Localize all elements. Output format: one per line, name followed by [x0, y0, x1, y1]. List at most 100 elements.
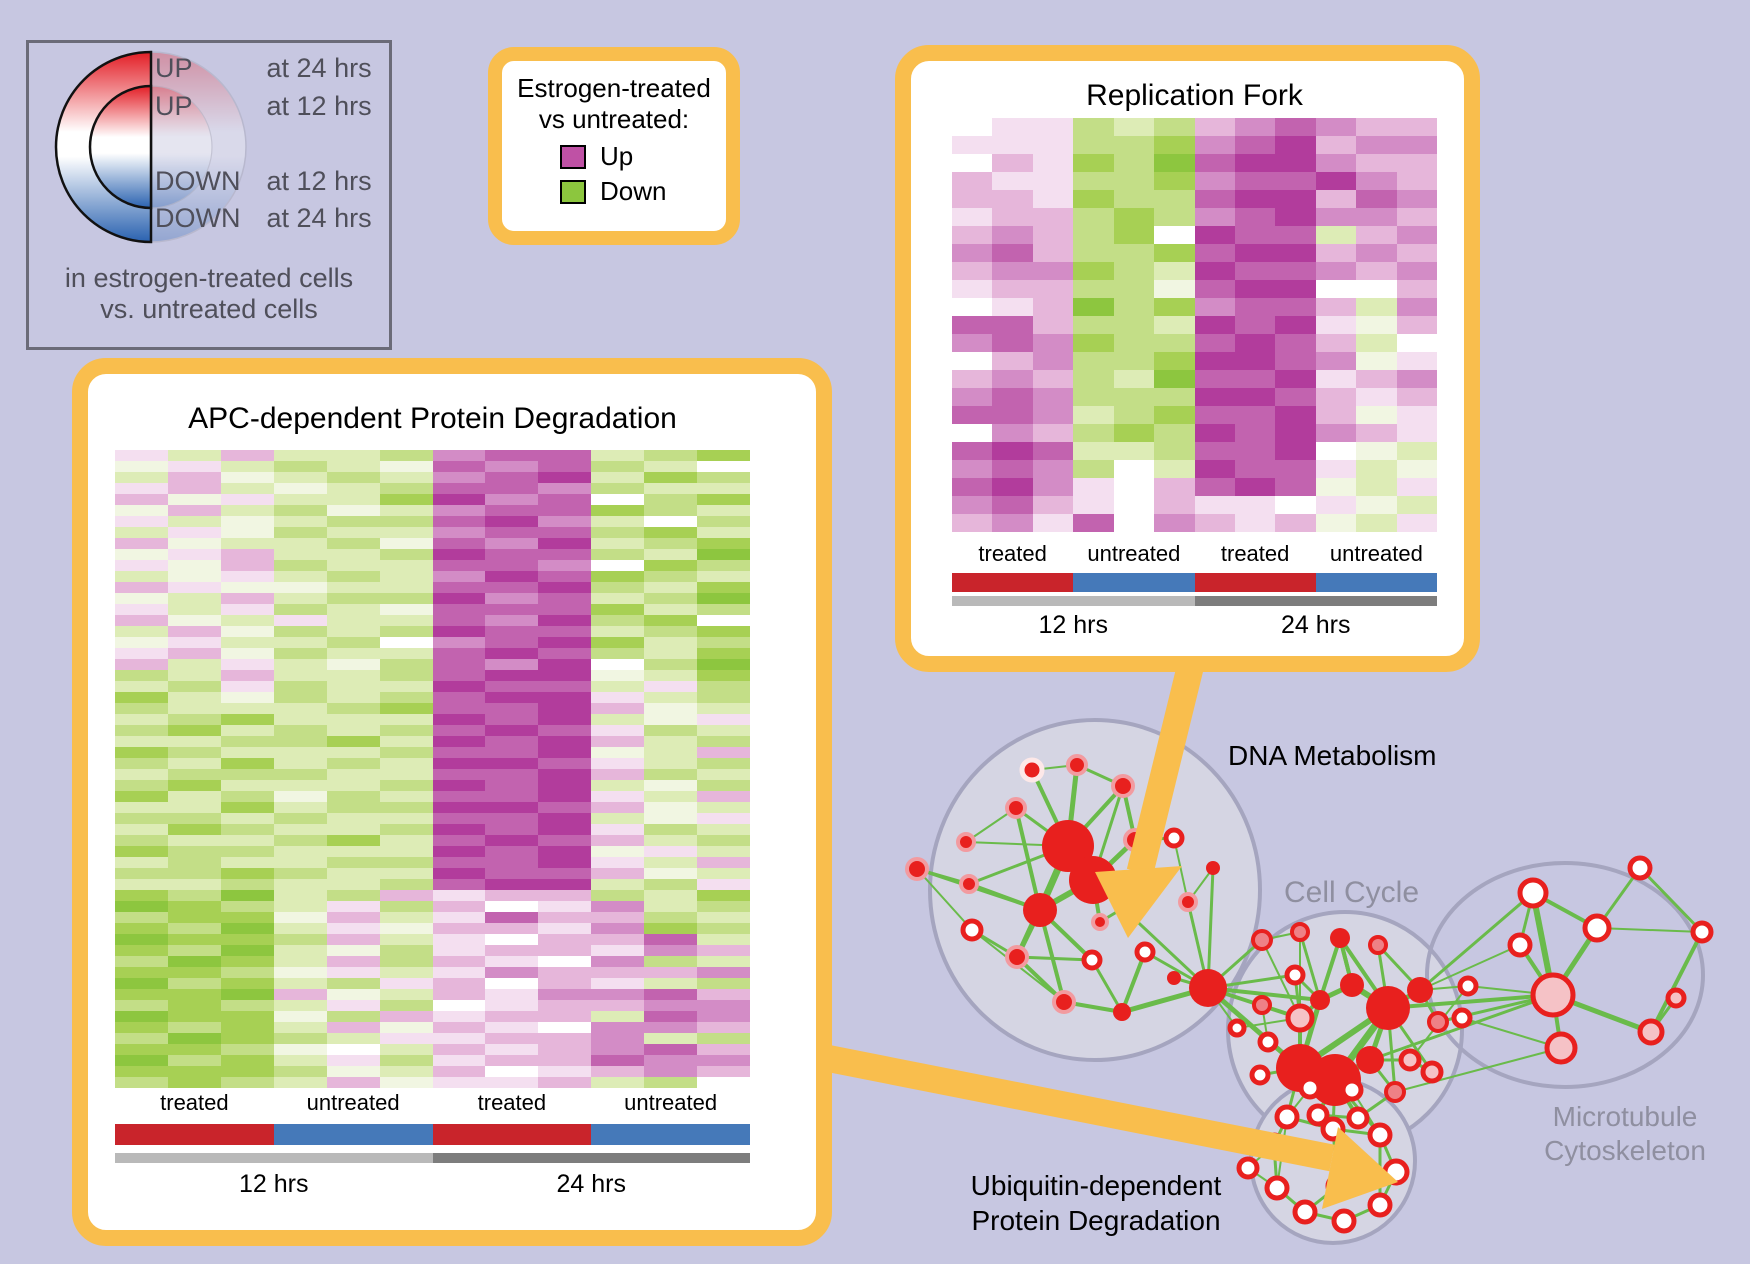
- heatmap-cell: [167, 494, 221, 505]
- heatmap-cell: [644, 956, 698, 967]
- heatmap-cell: [1315, 406, 1357, 424]
- heatmap-cell: [379, 527, 433, 538]
- heatmap-cell: [432, 879, 486, 890]
- heatmap-cell: [1113, 496, 1155, 514]
- heatmap-cell: [273, 747, 327, 758]
- treatment-bar-untreated: [591, 1124, 750, 1145]
- heatmap-cell: [1194, 280, 1235, 298]
- heatmap-cell: [115, 791, 168, 802]
- network-edge: [1016, 955, 1093, 962]
- heatmap-cell: [591, 956, 645, 967]
- microtubule-label-line2: Cytoskeleton: [1544, 1135, 1706, 1166]
- heatmap-cell: [697, 1066, 750, 1077]
- heatmap-cell: [1275, 460, 1316, 478]
- heatmap-cell: [1234, 514, 1276, 532]
- heatmap-cell: [167, 791, 221, 802]
- heatmap-cell: [1113, 208, 1155, 226]
- rf-treatment-bars: [952, 573, 1437, 592]
- network-node: [1005, 945, 1029, 969]
- legend-up-12-direction: UP: [155, 91, 193, 121]
- up-color-swatch: [560, 144, 586, 169]
- heatmap-cell: [538, 780, 592, 791]
- heatmap-cell: [273, 626, 327, 637]
- network-edge: [1173, 837, 1189, 903]
- heatmap-cell: [273, 461, 327, 472]
- heatmap-cell: [952, 190, 993, 208]
- rf-group-labels: treated untreated treated untreated: [952, 541, 1437, 567]
- legend-up-24-direction: UP: [155, 53, 193, 83]
- heatmap-cell: [273, 615, 327, 626]
- heatmap-cell: [992, 280, 1033, 298]
- heatmap-cell: [1032, 136, 1074, 154]
- heatmap-cell: [167, 472, 221, 483]
- heatmap-cell: [644, 692, 698, 703]
- heatmap-cell: [379, 1066, 433, 1077]
- heatmap-cell: [326, 769, 380, 780]
- network-edge: [1206, 867, 1215, 989]
- heatmap-cell: [952, 172, 993, 190]
- heatmap-cell: [220, 725, 274, 736]
- heatmap-cell: [1194, 226, 1235, 244]
- heatmap-cell: [697, 560, 750, 571]
- heatmap-cell: [697, 571, 750, 582]
- group-label-treated: treated: [1220, 541, 1290, 566]
- heatmap-cell: [591, 736, 645, 747]
- network-node: [1330, 928, 1350, 948]
- heatmap-cell: [115, 681, 168, 692]
- network-node: [1236, 1156, 1260, 1180]
- heatmap-cell: [167, 890, 221, 901]
- heatmap-cell: [485, 1055, 539, 1066]
- heatmap-cell: [485, 791, 539, 802]
- heatmap-cell: [1356, 334, 1397, 352]
- heatmap-cell: [115, 692, 168, 703]
- network-node: [1306, 1103, 1330, 1127]
- heatmap-cell: [220, 670, 274, 681]
- network-node: [1665, 987, 1687, 1009]
- heatmap-cell: [1234, 352, 1276, 370]
- heatmap-cell: [273, 692, 327, 703]
- network-edge: [1394, 1047, 1562, 1093]
- heatmap-cell: [1154, 244, 1195, 262]
- network-node: [1113, 1003, 1131, 1021]
- heatmap-cell: [326, 692, 380, 703]
- heatmap-cell: [273, 637, 327, 648]
- heatmap-cell: [591, 912, 645, 923]
- heatmap-cell: [220, 483, 274, 494]
- heatmap-cell: [952, 460, 993, 478]
- heatmap-cell: [591, 494, 645, 505]
- heatmap-cell: [485, 945, 539, 956]
- heatmap-cell: [379, 582, 433, 593]
- heatmap-cell: [432, 835, 486, 846]
- heatmap-cell: [644, 571, 698, 582]
- heatmap-cell: [220, 505, 274, 516]
- heatmap-cell: [115, 769, 168, 780]
- heatmap-cell: [273, 516, 327, 527]
- heatmap-cell: [1113, 460, 1155, 478]
- updown-timing-legend-box: UP at 24 hrs UP at 12 hrs DOWN at 12 hrs…: [26, 40, 392, 350]
- heatmap-cell: [485, 659, 539, 670]
- heatmap-cell: [220, 637, 274, 648]
- heatmap-cell: [326, 1011, 380, 1022]
- network-node: [1206, 861, 1220, 875]
- heatmap-cell: [591, 934, 645, 945]
- heatmap-cell: [220, 604, 274, 615]
- treatment-bar-untreated: [1315, 573, 1437, 592]
- heatmap-cell: [644, 626, 698, 637]
- heatmap-cell: [432, 813, 486, 824]
- heatmap-cell: [432, 648, 486, 659]
- heatmap-cell: [538, 967, 592, 978]
- network-edge: [1461, 1017, 1562, 1049]
- heatmap-cell: [644, 505, 698, 516]
- heatmap-cell: [379, 1000, 433, 1011]
- heatmap-cell: [591, 857, 645, 868]
- heatmap-cell: [1073, 370, 1114, 388]
- heatmap-cell: [432, 846, 486, 857]
- heatmap-cell: [1032, 424, 1074, 442]
- heatmap-cell: [1032, 226, 1074, 244]
- heatmap-cell: [1234, 334, 1276, 352]
- heatmap-cell: [115, 901, 168, 912]
- heatmap-cell: [992, 460, 1033, 478]
- heatmap-cell: [432, 791, 486, 802]
- heatmap-cell: [379, 505, 433, 516]
- heatmap-cell: [591, 1077, 645, 1088]
